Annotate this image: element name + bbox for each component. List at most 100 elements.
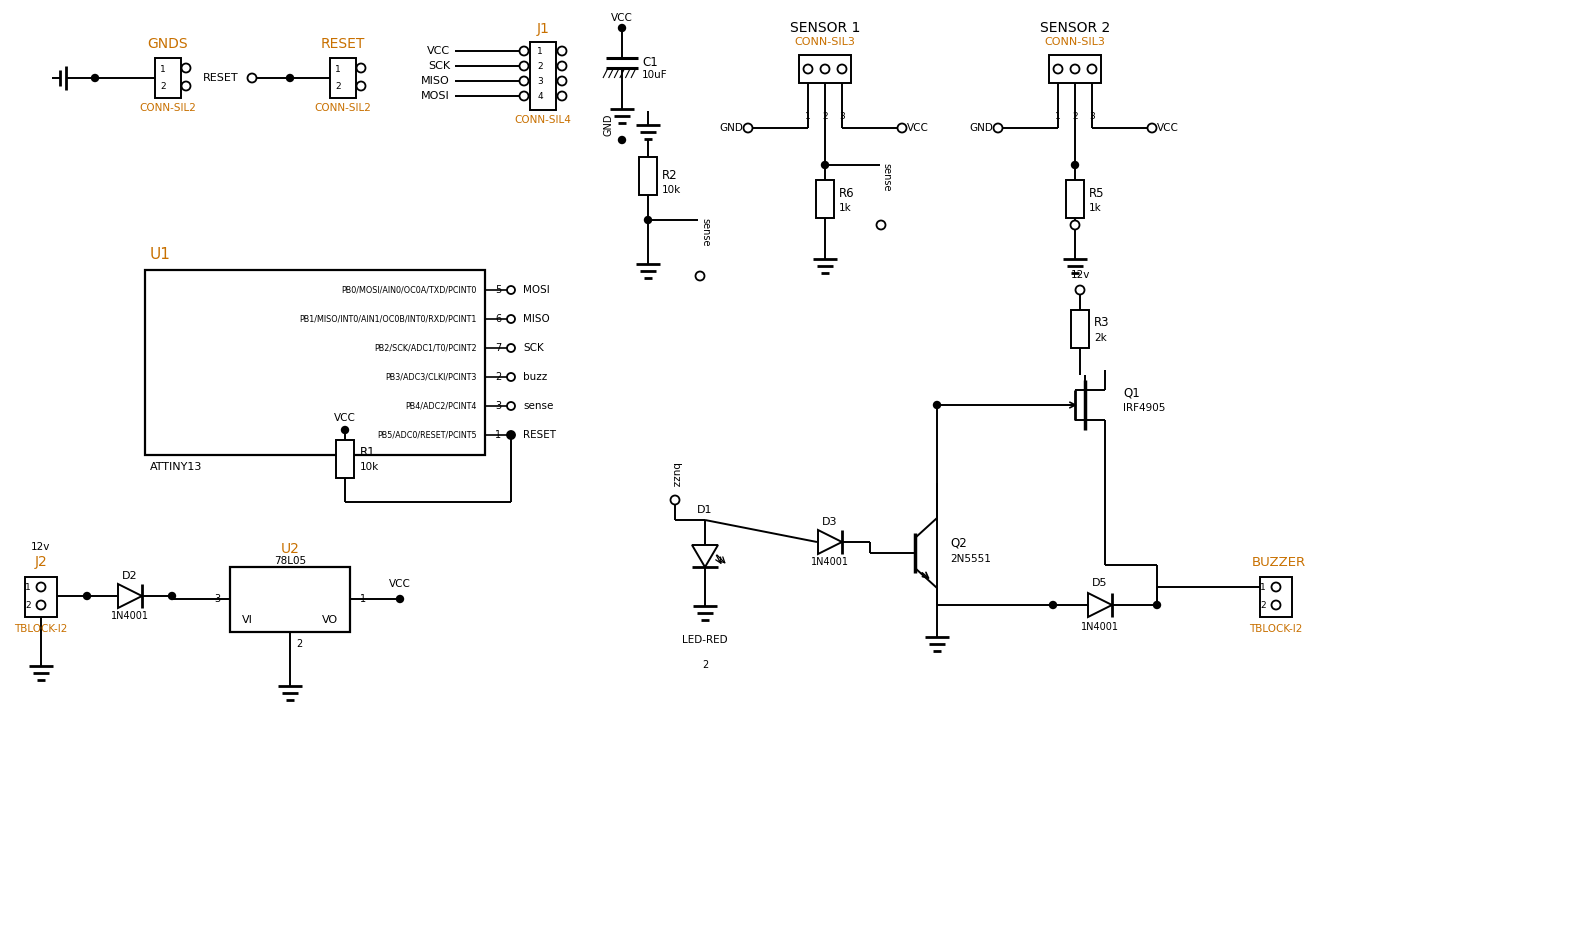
Text: 4: 4: [537, 92, 543, 100]
Text: 5: 5: [495, 285, 502, 295]
Text: CONN-SIL3: CONN-SIL3: [1045, 37, 1105, 47]
Circle shape: [1272, 600, 1280, 610]
Circle shape: [877, 221, 886, 229]
Text: 2: 2: [823, 112, 827, 120]
Polygon shape: [692, 545, 718, 567]
Text: RESET: RESET: [321, 37, 365, 51]
Text: 1: 1: [537, 46, 543, 56]
Bar: [1066, 180, 1085, 218]
Text: PB3/ADC3/CLKI/PCINT3: PB3/ADC3/CLKI/PCINT3: [386, 373, 476, 381]
Bar: [25, 577, 57, 617]
Text: SENSOR 2: SENSOR 2: [1040, 21, 1110, 35]
Text: 7: 7: [495, 343, 502, 353]
Text: 3: 3: [214, 594, 221, 604]
Text: 2N5551: 2N5551: [950, 554, 991, 564]
Circle shape: [645, 216, 651, 224]
Text: PB2/SCK/ADC1/T0/PCINT2: PB2/SCK/ADC1/T0/PCINT2: [375, 343, 476, 353]
Bar: [816, 180, 834, 218]
Text: 2: 2: [25, 600, 30, 610]
Circle shape: [37, 600, 46, 610]
Circle shape: [37, 582, 46, 592]
Text: 2: 2: [1072, 112, 1078, 120]
Text: 6: 6: [495, 314, 502, 324]
Text: BUZZER: BUZZER: [1251, 556, 1305, 569]
Text: 1: 1: [495, 430, 502, 440]
Text: R1: R1: [360, 446, 376, 459]
Text: J2: J2: [35, 555, 48, 569]
Bar: [337, 440, 354, 478]
Text: 2: 2: [537, 62, 543, 70]
Circle shape: [837, 64, 846, 74]
Text: GNDS: GNDS: [148, 37, 189, 51]
Text: VCC: VCC: [907, 123, 929, 133]
Circle shape: [670, 496, 680, 504]
Text: sense: sense: [700, 218, 710, 246]
Text: 1: 1: [335, 64, 341, 74]
Text: ATTINY13: ATTINY13: [149, 462, 202, 472]
Text: Q2: Q2: [950, 537, 967, 550]
Circle shape: [397, 595, 403, 603]
Text: SCK: SCK: [427, 61, 449, 71]
Circle shape: [507, 344, 515, 352]
Text: buzz: buzz: [522, 372, 548, 382]
Text: 1k: 1k: [838, 203, 851, 213]
Text: GND: GND: [603, 114, 615, 137]
Circle shape: [341, 427, 348, 433]
Bar: [156, 58, 181, 98]
Circle shape: [507, 402, 515, 410]
Text: J1: J1: [537, 22, 549, 36]
Text: PB4/ADC2/PCINT4: PB4/ADC2/PCINT4: [405, 402, 476, 410]
Text: 2: 2: [702, 660, 708, 670]
Circle shape: [804, 64, 813, 74]
Text: 1: 1: [25, 584, 30, 592]
Circle shape: [557, 62, 567, 70]
Text: 2: 2: [160, 82, 165, 90]
Circle shape: [181, 82, 191, 90]
Text: U2: U2: [281, 542, 300, 556]
Bar: [638, 157, 657, 195]
Text: 3: 3: [495, 401, 502, 411]
Circle shape: [84, 592, 91, 599]
Text: MISO: MISO: [522, 314, 549, 324]
Text: RESET: RESET: [202, 73, 238, 83]
Circle shape: [557, 46, 567, 56]
Circle shape: [897, 123, 907, 133]
Text: 3: 3: [838, 112, 845, 120]
Circle shape: [181, 64, 191, 72]
Text: 78L05: 78L05: [275, 556, 306, 566]
Text: 1: 1: [805, 112, 811, 120]
Circle shape: [507, 286, 515, 294]
Circle shape: [1148, 123, 1156, 133]
Text: U1: U1: [149, 246, 172, 262]
Text: GND: GND: [969, 123, 992, 133]
Circle shape: [1088, 64, 1096, 74]
Text: 2: 2: [495, 372, 502, 382]
Text: 1N4001: 1N4001: [111, 611, 149, 621]
Bar: [330, 58, 356, 98]
Text: MISO: MISO: [421, 76, 449, 86]
Circle shape: [507, 373, 515, 381]
Text: PB0/MOSI/AIN0/OC0A/TXD/PCINT0: PB0/MOSI/AIN0/OC0A/TXD/PCINT0: [341, 285, 476, 295]
Text: 1: 1: [1054, 112, 1061, 120]
Circle shape: [356, 82, 365, 90]
Bar: [1050, 55, 1100, 83]
Text: 10k: 10k: [662, 185, 681, 195]
Circle shape: [1272, 582, 1280, 592]
Text: RESET: RESET: [522, 430, 556, 440]
Circle shape: [1050, 601, 1056, 609]
Text: R3: R3: [1094, 317, 1110, 330]
Text: Q1: Q1: [1123, 387, 1140, 399]
Text: 3: 3: [1089, 112, 1094, 120]
Text: 1: 1: [160, 64, 165, 74]
Circle shape: [557, 92, 567, 100]
Circle shape: [934, 402, 940, 409]
Circle shape: [92, 75, 98, 82]
Circle shape: [557, 77, 567, 85]
Circle shape: [519, 46, 529, 56]
Circle shape: [519, 77, 529, 85]
Circle shape: [821, 161, 829, 169]
Text: SCK: SCK: [522, 343, 543, 353]
Text: sense: sense: [522, 401, 553, 411]
Text: VCC: VCC: [427, 46, 449, 56]
Text: 1N4001: 1N4001: [811, 557, 850, 567]
